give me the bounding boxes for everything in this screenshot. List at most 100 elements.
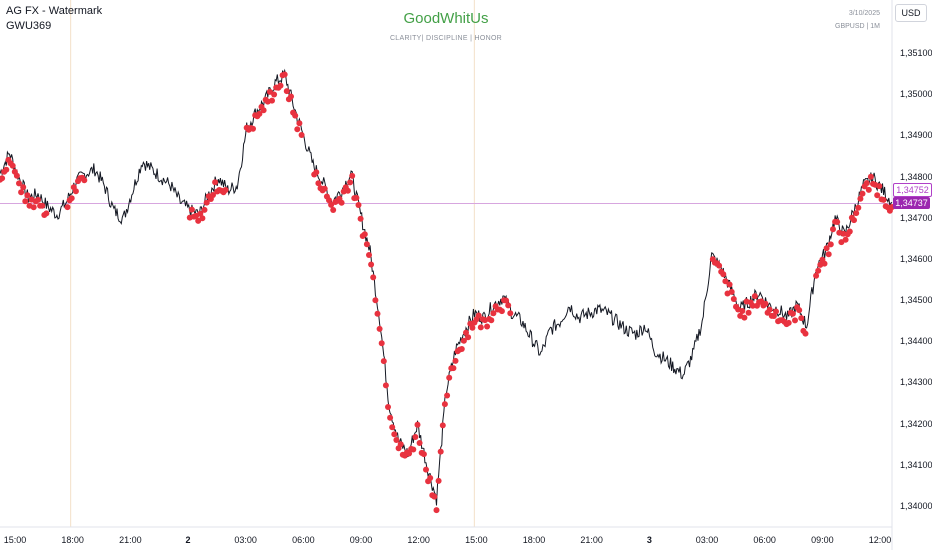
signal-dot <box>477 324 484 331</box>
signal-dot <box>484 323 491 330</box>
signal-dot <box>30 204 37 211</box>
signal-dot <box>260 107 267 114</box>
signal-dot <box>406 450 413 457</box>
time-tick-label: 03:00 <box>234 535 257 545</box>
signal-dot <box>437 448 444 455</box>
signal-dot <box>269 97 275 104</box>
signal-dot <box>298 132 305 138</box>
signal-dot <box>475 312 482 319</box>
signal-dot <box>347 179 354 186</box>
price-tick-label: 1,34300 <box>900 377 932 388</box>
signal-dot <box>728 288 735 295</box>
indicator-title: AG FX - Watermark <box>6 5 103 17</box>
signal-dot <box>222 187 229 193</box>
watermark-tagline: CLARITY| DISCIPLINE | HONOR <box>389 35 503 42</box>
signal-dot <box>256 110 263 117</box>
signal-dot <box>188 206 195 213</box>
signal-dot <box>431 493 438 500</box>
signal-dot <box>355 202 362 208</box>
signal-dot <box>197 210 204 217</box>
signal-dot <box>770 313 777 319</box>
signal-dot <box>874 192 881 199</box>
signal-dot <box>271 91 278 98</box>
signal-dot <box>385 404 391 410</box>
signal-dot <box>821 260 828 267</box>
signal-dot <box>203 199 210 206</box>
signal-dot <box>68 195 75 202</box>
signal-dot <box>855 204 862 211</box>
signal-dot <box>368 261 375 268</box>
signal-dot <box>441 401 448 408</box>
signal-dot <box>751 293 758 300</box>
price-tick-label: 1,34100 <box>900 459 932 470</box>
signal-dot <box>423 466 429 473</box>
time-tick-label: 12:00 <box>407 535 430 545</box>
signal-dot <box>35 196 41 203</box>
signal-dot <box>813 272 820 279</box>
signal-dot <box>505 302 512 309</box>
signal-dot <box>792 317 798 324</box>
price-tick-label: 1,34800 <box>900 171 932 182</box>
time-tick-label: 18:00 <box>522 535 546 545</box>
signal-dot <box>815 267 822 274</box>
watermark-date: 3/10/2025 <box>848 10 880 17</box>
signal-dot <box>859 190 866 197</box>
signal-dot <box>766 306 773 313</box>
currency-button[interactable]: USD <box>895 4 927 22</box>
signal-dot <box>507 310 514 317</box>
signal-dot <box>414 421 421 428</box>
signal-dot <box>498 308 505 315</box>
watermark-brand: GoodWhitUs <box>403 10 489 27</box>
signal-dot <box>842 236 849 243</box>
signal-dot <box>201 206 208 213</box>
time-tick-label: 09:00 <box>811 535 834 545</box>
signal-dot <box>330 207 337 213</box>
signal-dot <box>827 241 834 248</box>
signal-dot <box>450 365 457 372</box>
signal-dot <box>357 215 364 222</box>
indicator-subtitle: GWU369 <box>6 20 52 32</box>
signal-dots-series <box>0 71 895 514</box>
signal-dot <box>3 166 10 173</box>
price-tag-current: 1,34737 <box>893 197 930 210</box>
signal-dot <box>321 185 328 192</box>
signal-dot <box>749 302 756 309</box>
signal-dot <box>363 241 370 248</box>
signal-dot <box>210 192 216 198</box>
signal-dot <box>427 475 434 481</box>
signal-dot <box>372 297 379 304</box>
signal-dot <box>452 357 459 364</box>
signal-dot <box>739 308 746 314</box>
signal-dot <box>72 188 79 195</box>
price-tick-label: 1,35000 <box>900 89 932 100</box>
session-separators <box>70 0 475 527</box>
signal-dot <box>81 177 88 184</box>
signal-dot <box>789 310 796 317</box>
signal-dot <box>867 173 874 180</box>
signal-dot <box>199 215 206 222</box>
price-tick-label: 1,34600 <box>900 253 932 264</box>
signal-dot <box>798 315 805 322</box>
time-tick-label: 3 <box>646 535 652 545</box>
signal-dot <box>9 162 16 169</box>
signal-dot <box>439 422 446 429</box>
price-tick-label: 1,34900 <box>900 130 932 141</box>
signal-dot <box>880 196 887 203</box>
signal-dot <box>361 231 368 238</box>
signal-dot <box>853 210 860 217</box>
signal-dot <box>387 414 394 421</box>
signal-dot <box>39 202 46 209</box>
signal-dot <box>344 187 351 194</box>
signal-dot <box>277 82 284 89</box>
signal-dot <box>722 278 729 285</box>
signal-dot <box>796 307 803 314</box>
signal-dot <box>823 245 830 252</box>
signal-dot <box>720 271 727 278</box>
price-tick-label: 1,34500 <box>900 295 932 306</box>
time-tick-label: 09:00 <box>349 535 373 545</box>
signal-dot <box>851 217 857 224</box>
signal-dot <box>420 451 427 458</box>
signal-dot <box>313 169 320 176</box>
watermark-symbol: GBPUSD | 1M <box>835 23 880 30</box>
